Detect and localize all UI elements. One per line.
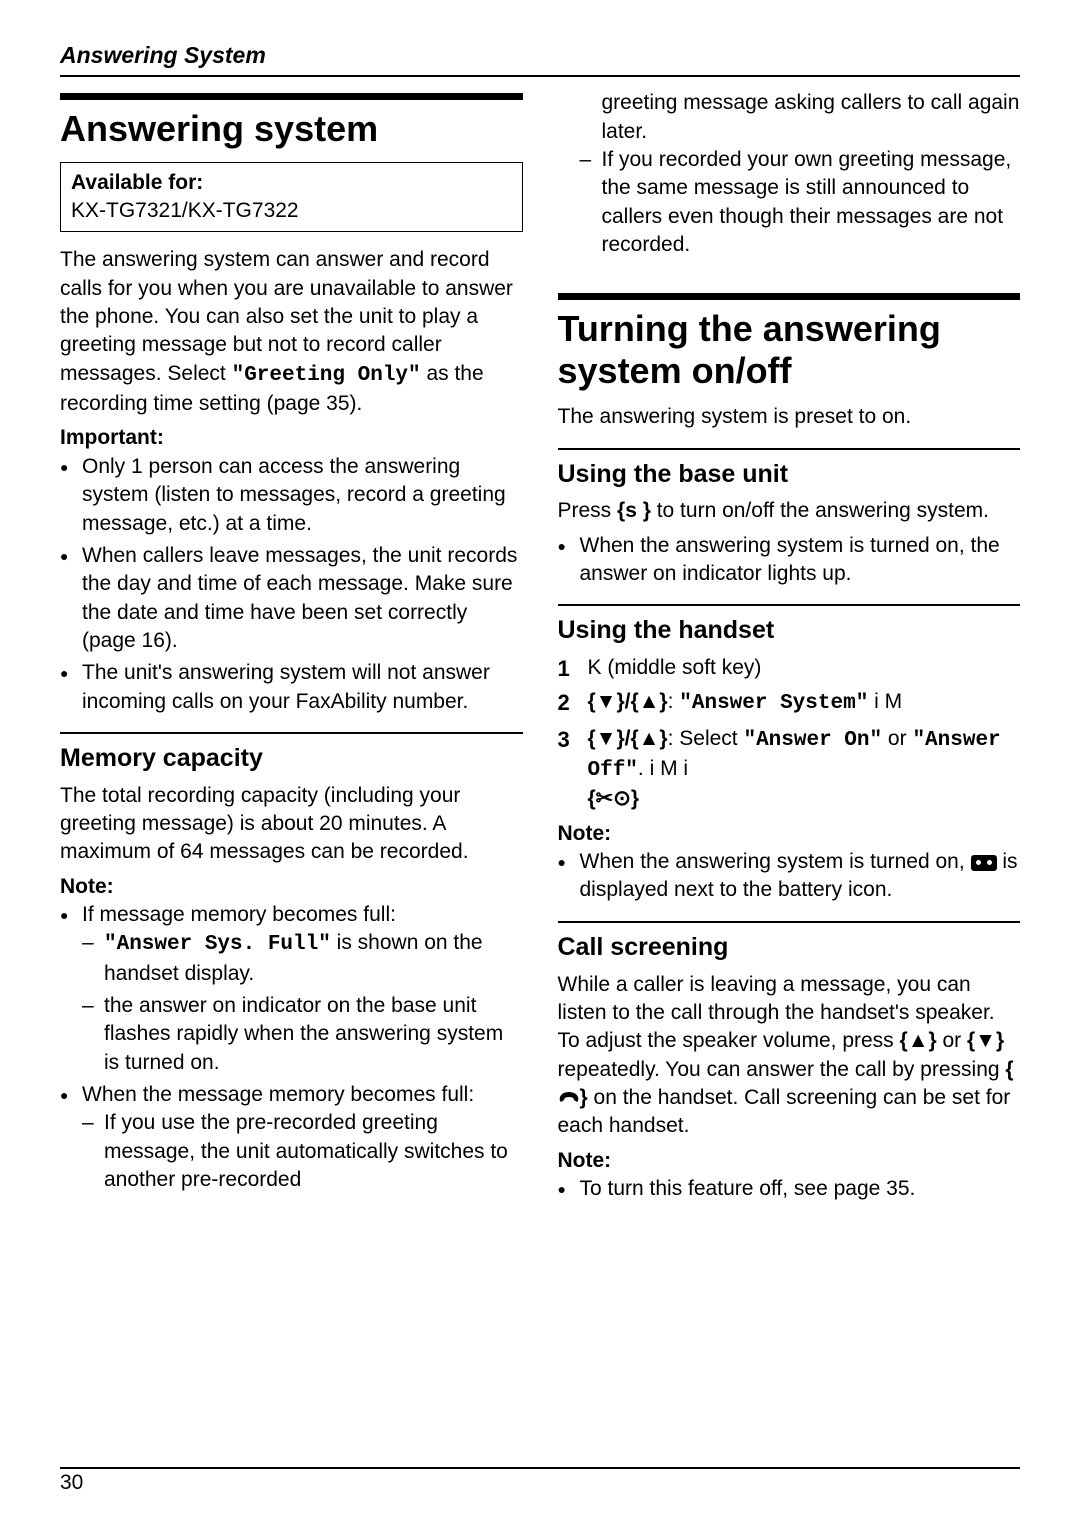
text: to turn on/off the answering system. — [651, 499, 989, 522]
note-list: If message memory becomes full: "Answer … — [60, 901, 523, 1194]
list-item: 1 K (middle soft key) — [558, 654, 1021, 682]
mono-text: "Answer Sys. Full" — [104, 933, 331, 956]
list-item: When the message memory becomes full: If… — [60, 1081, 523, 1194]
note-label: Note: — [558, 820, 1021, 848]
text: If message memory becomes full: — [82, 903, 396, 926]
list-item: "Answer Sys. Full" is shown on the hands… — [82, 929, 523, 988]
text: . i M i — [638, 757, 688, 780]
step-list: 1 K (middle soft key) 2 {▼}/{▲}: "Answer… — [558, 654, 1021, 814]
mono-text: "Answer On" — [743, 729, 882, 752]
key-label: {▲} — [900, 1029, 937, 1052]
base-para: Press {s } to turn on/off the answering … — [558, 497, 1021, 525]
list-item: 2 {▼}/{▲}: "Answer System" i M — [558, 688, 1021, 718]
list-item: 3 {▼}/{▲}: Select "Answer On" or "Answer… — [558, 725, 1021, 814]
text: repeatedly. You can answer the call by p… — [558, 1058, 1006, 1081]
page-header: Answering System — [60, 42, 266, 68]
text: : — [668, 690, 680, 713]
list-item: To turn this feature off, see page 35. — [558, 1175, 1021, 1203]
key-label: {✂⊙} — [588, 787, 640, 810]
text: When the answering system is turned on, — [580, 850, 971, 873]
list-item: If you use the pre-recorded greeting mes… — [82, 1109, 523, 1194]
note-label: Note: — [558, 1147, 1021, 1175]
left-column: Answering system Available for: KX-TG732… — [60, 89, 523, 1207]
screening-para: While a caller is leaving a message, you… — [558, 971, 1021, 1141]
list-item: If you recorded your own greeting messag… — [580, 146, 1021, 259]
phone-icon — [558, 1090, 580, 1106]
list-item: When callers leave messages, the unit re… — [60, 542, 523, 655]
base-title: Using the base unit — [558, 458, 1021, 492]
rule — [60, 732, 523, 734]
section-title: Answering system — [60, 108, 523, 149]
rule — [558, 448, 1021, 450]
available-label: Available for: — [71, 169, 512, 197]
preset-para: The answering system is preset to on. — [558, 403, 1021, 431]
step-number: 1 — [558, 654, 570, 684]
text: or — [882, 727, 912, 750]
dash-list: If you use the pre-recorded greeting mes… — [82, 1109, 523, 1194]
mono-text: "Greeting Only" — [232, 364, 421, 387]
key-label: {▼} — [967, 1029, 1004, 1052]
section-title: Turning the answering system on/off — [558, 308, 1021, 391]
text: i M — [868, 690, 902, 713]
text: Press — [558, 499, 618, 522]
dash-list: "Answer Sys. Full" is shown on the hands… — [82, 929, 523, 1077]
list-item: When the answering system is turned on, … — [558, 848, 1021, 905]
rule — [558, 293, 1021, 300]
list-item: Only 1 person can access the answering s… — [60, 453, 523, 538]
text: K (middle soft key) — [588, 656, 762, 679]
list-item: the answer on indicator on the base unit… — [82, 992, 523, 1077]
rule — [558, 604, 1021, 606]
intro-para: The answering system can answer and reco… — [60, 246, 523, 418]
key-label: {▼}/{▲} — [588, 690, 668, 713]
right-column: greeting message asking callers to call … — [558, 89, 1021, 1207]
important-label: Important: — [60, 424, 523, 452]
list-item: If message memory becomes full: "Answer … — [60, 901, 523, 1077]
step-number: 2 — [558, 688, 570, 718]
list-item: The unit's answering system will not ans… — [60, 659, 523, 716]
step-number: 3 — [558, 725, 570, 755]
rule — [558, 921, 1021, 923]
available-box: Available for: KX-TG7321/KX-TG7322 — [60, 162, 523, 233]
handset-title: Using the handset — [558, 614, 1021, 648]
text: on the handset. Call screening can be se… — [558, 1086, 1011, 1137]
available-models: KX-TG7321/KX-TG7322 — [71, 197, 512, 225]
page-number: 30 — [60, 1469, 83, 1497]
text: or — [937, 1029, 967, 1052]
bullet-list: When the answering system is turned on, … — [558, 848, 1021, 905]
text: When the message memory becomes full: — [82, 1083, 474, 1106]
text: : Select — [668, 727, 744, 750]
list-item: When the answering system is turned on, … — [558, 532, 1021, 589]
rule — [60, 93, 523, 100]
bullet-list: When the answering system is turned on, … — [558, 532, 1021, 589]
mono-text: "Answer System" — [679, 692, 868, 715]
important-list: Only 1 person can access the answering s… — [60, 453, 523, 716]
key-label: {s } — [617, 499, 651, 522]
key-label: {▼}/{▲} — [588, 727, 668, 750]
note-label: Note: — [60, 873, 523, 901]
memory-title: Memory capacity — [60, 742, 523, 776]
continuation-text: greeting message asking callers to call … — [602, 89, 1021, 146]
bullet-list: To turn this feature off, see page 35. — [558, 1175, 1021, 1203]
memory-para: The total recording capacity (including … — [60, 782, 523, 867]
dash-list: If you recorded your own greeting messag… — [558, 146, 1021, 259]
tape-icon — [971, 855, 997, 871]
screening-title: Call screening — [558, 931, 1021, 965]
footer-rule — [60, 1467, 1020, 1469]
